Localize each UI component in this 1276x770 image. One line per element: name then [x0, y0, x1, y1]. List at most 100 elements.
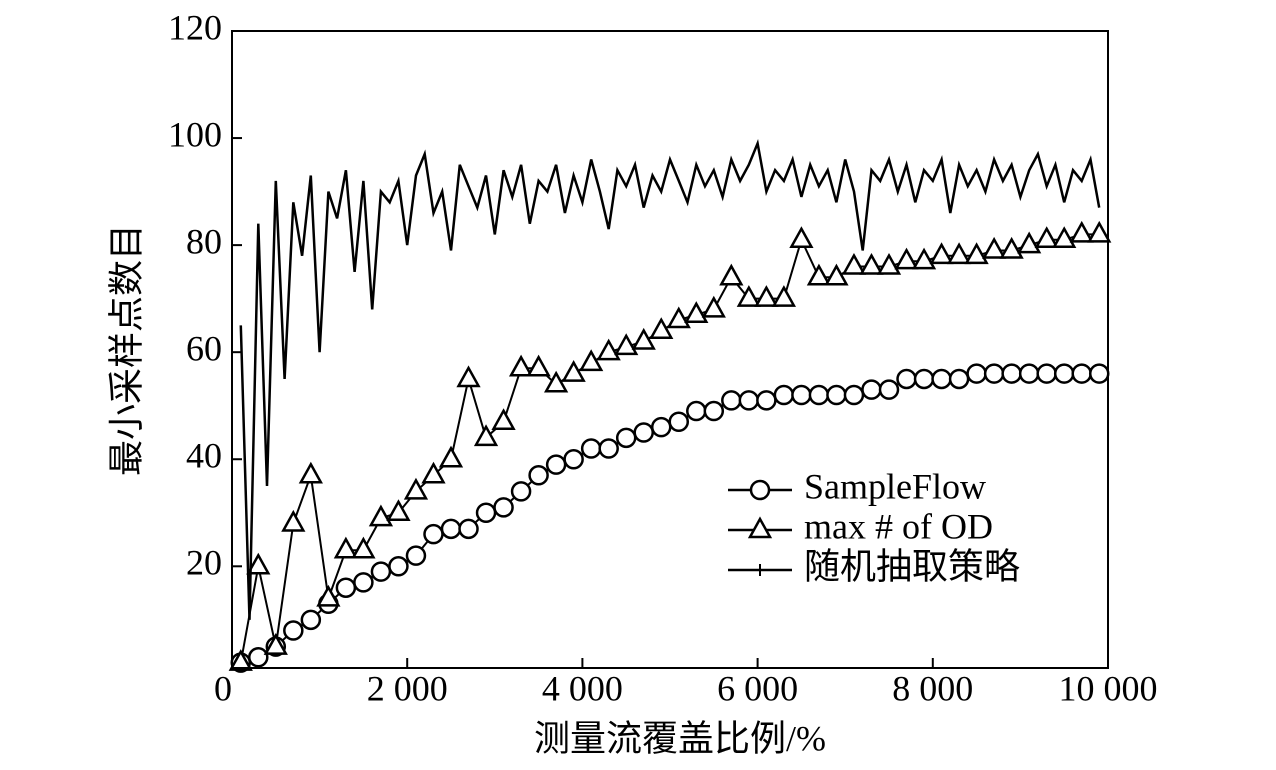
marker-triangle	[1052, 226, 1077, 249]
marker-circle	[966, 363, 987, 384]
x-axis-title: 测量流覆盖比例/%	[534, 718, 826, 758]
legend-marker	[749, 479, 771, 501]
marker-triangle	[946, 242, 972, 265]
marker-circle	[721, 390, 742, 411]
marker-triangle	[999, 236, 1024, 259]
x-tick-label: 2 000	[367, 668, 448, 708]
marker-circle	[475, 502, 497, 524]
marker-triangle	[246, 552, 271, 575]
marker-triangle	[1069, 220, 1094, 243]
marker-triangle	[316, 584, 341, 607]
marker-triangle	[719, 263, 744, 286]
marker-circle	[1018, 363, 1040, 384]
marker-circle	[370, 561, 392, 582]
marker-circle	[388, 556, 409, 577]
marker-triangle	[333, 536, 359, 559]
marker-circle	[808, 384, 830, 406]
marker-circle	[335, 577, 357, 598]
marker-triangle	[614, 333, 639, 356]
marker-circle	[300, 609, 322, 631]
marker-triangle	[666, 306, 691, 329]
marker-triangle	[806, 263, 832, 286]
marker-triangle	[684, 301, 709, 323]
marker-circle	[1071, 363, 1092, 384]
marker-circle	[458, 518, 479, 540]
x-tick-label: 4 000	[542, 668, 623, 708]
marker-circle	[913, 368, 935, 390]
marker-triangle	[579, 349, 604, 372]
marker-triangle	[929, 242, 954, 265]
marker-circle	[615, 427, 637, 449]
marker-circle	[528, 465, 549, 486]
marker-circle	[440, 518, 462, 540]
marker-triangle	[631, 327, 656, 350]
marker-triangle	[351, 536, 376, 559]
marker-triangle	[596, 338, 621, 361]
marker-triangle	[508, 354, 534, 377]
marker-triangle	[736, 285, 761, 307]
marker-circle	[738, 390, 760, 411]
x-tick-label: 6 000	[717, 668, 798, 708]
marker-circle	[983, 363, 1005, 384]
marker-triangle	[526, 354, 551, 377]
marker-circle	[598, 438, 619, 459]
marker-triangle	[649, 317, 674, 340]
x-tick-label: 0	[214, 668, 232, 708]
marker-circle	[283, 620, 304, 641]
marker-circle	[773, 384, 795, 406]
marker-circle	[861, 379, 882, 400]
y-tick-label: 60	[186, 328, 222, 368]
marker-circle	[353, 572, 374, 593]
marker-circle	[545, 454, 567, 475]
legend-marker	[747, 516, 773, 539]
marker-triangle	[1017, 231, 1042, 254]
marker-circle	[650, 416, 672, 438]
marker-triangle	[473, 424, 499, 447]
marker-circle	[580, 438, 602, 459]
y-axis-title: 最小采样点数目	[106, 224, 146, 476]
marker-circle	[493, 497, 514, 518]
marker-triangle	[561, 360, 586, 382]
marker-triangle	[701, 295, 726, 318]
marker-triangle	[894, 247, 919, 270]
marker-triangle	[824, 263, 849, 286]
marker-triangle	[403, 477, 429, 500]
marker-triangle	[386, 499, 411, 522]
y-tick-label: 40	[186, 436, 222, 476]
x-tick-label: 10 000	[1059, 668, 1158, 708]
marker-circle	[1001, 363, 1022, 384]
y-tick-label: 20	[186, 543, 222, 583]
marker-triangle	[263, 633, 288, 655]
marker-triangle	[368, 504, 394, 527]
marker-circle	[843, 384, 865, 406]
legend-label: 随机抽取策略	[804, 546, 1020, 586]
marker-circle	[510, 481, 532, 502]
legend-label: SampleFlow	[804, 466, 986, 506]
marker-circle	[686, 400, 707, 422]
marker-circle	[1088, 363, 1110, 384]
marker-triangle	[228, 649, 253, 671]
marker-circle	[633, 422, 654, 443]
marker-triangle	[911, 247, 937, 270]
marker-circle	[1036, 363, 1057, 384]
y-tick-label: 120	[168, 7, 222, 47]
marker-triangle	[491, 408, 516, 431]
x-tick-label: 8 000	[892, 668, 973, 708]
marker-triangle	[964, 242, 989, 265]
marker-circle	[931, 368, 952, 390]
y-tick-label: 80	[186, 221, 222, 261]
y-tick-label: 100	[168, 114, 222, 154]
marker-triangle	[281, 509, 306, 532]
marker-circle	[248, 647, 269, 668]
marker-circle	[878, 379, 900, 400]
marker-triangle	[859, 252, 884, 275]
legend-label: max # of OD	[804, 506, 993, 546]
marker-circle	[1053, 363, 1075, 384]
marker-circle	[826, 384, 847, 406]
marker-triangle	[754, 285, 779, 307]
marker-triangle	[789, 226, 814, 249]
legend-marker	[754, 564, 766, 576]
marker-circle	[948, 368, 970, 390]
marker-triangle	[981, 236, 1007, 259]
